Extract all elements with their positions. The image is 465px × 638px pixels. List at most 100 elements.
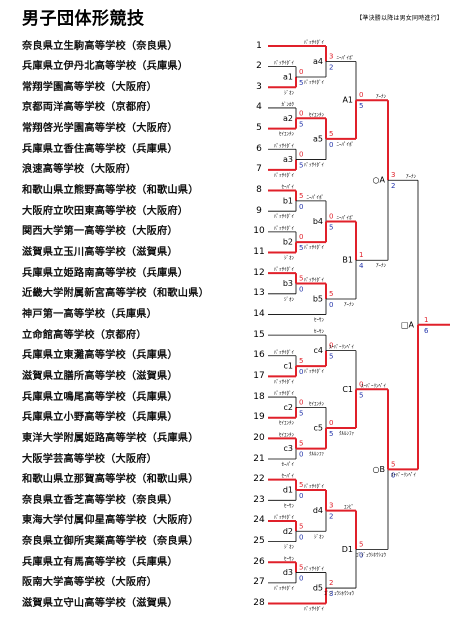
kata-name: ｱｰﾅﾝ [376, 94, 387, 100]
kata-name: ｾｰｻﾝ [314, 317, 325, 323]
score-blue: 0 [359, 551, 363, 559]
team-name: 滋賀県立守山高等学校（滋賀県） [22, 598, 178, 610]
score-blue: 5 [299, 120, 303, 128]
match-label: c1 [284, 362, 294, 371]
kata-name: ｼﾞｵﾝ [284, 296, 295, 303]
team-name: 神戸第一高等学校（兵庫県） [22, 308, 158, 320]
kata-name: ｼﾞｵﾝ [284, 89, 295, 96]
seed-number: 6 [256, 143, 262, 154]
team-name: 東洋大学附属姫路高等学校（兵庫県） [22, 432, 199, 444]
score-blue: 0 [329, 301, 333, 309]
kata-name: ﾊﾟｯｻｲﾀﾞｲ [274, 142, 295, 149]
score-red: 1 [359, 251, 363, 259]
kata-name: ﾊﾟｯｻｲﾀﾞｲ [274, 60, 295, 67]
kata-name: ﾊﾟｯｻｲﾀﾞｲ [274, 266, 295, 273]
team-name: 大阪府立吹田東高等学校（大阪府） [22, 205, 189, 217]
match-label: a5 [313, 134, 323, 143]
kata-name: ﾊﾟｯｻｲﾀﾞｲ [304, 244, 325, 251]
score-red: 0 [359, 380, 363, 388]
match-label: d2 [283, 527, 293, 536]
kata-name: ｾｲｴﾝﾁﾝ [309, 112, 325, 118]
match-label: b1 [283, 196, 293, 205]
kata-name: ｾｰｻﾝ [284, 556, 295, 562]
kata-name: ﾆｰﾊﾟｲﾎﾟ [336, 215, 354, 222]
score-blue: 4 [359, 262, 364, 270]
score-blue: 0 [299, 575, 303, 583]
team-name: 立命館高等学校（京都府） [22, 329, 147, 341]
team-name: 兵庫県立伊丹北高等学校（兵庫県） [22, 61, 189, 73]
score-red: 0 [329, 342, 333, 350]
score-blue: 5 [329, 224, 333, 232]
match-label: □A [401, 320, 415, 329]
kata-name: ｽｰﾊﾟｰﾘﾝﾍﾟｲ [361, 382, 387, 389]
kata-name: ｾｰｻﾝ [284, 503, 295, 509]
score-blue: 0 [391, 471, 395, 479]
match-label: b5 [313, 294, 323, 303]
match-label: a3 [283, 155, 293, 164]
kata-name: ﾊﾟｯｻｲﾀﾞｲ [274, 514, 295, 521]
score-red: 0 [299, 151, 303, 159]
score-red: 5 [299, 564, 303, 572]
kata-name: ﾆｰﾊﾟｲﾎﾟ [306, 194, 324, 201]
score-red: 5 [299, 522, 303, 530]
seed-number: 11 [253, 247, 265, 257]
seed-number: 28 [253, 598, 265, 609]
match-label: d3 [283, 568, 293, 577]
team-name: 阪南大学高等学校（大阪府） [22, 577, 158, 589]
score-red: 3 [329, 52, 333, 60]
team-name: 奈良県立香芝高等学校（奈良県） [22, 494, 178, 506]
kata-name: ﾊﾟｯｻｲﾀﾞｲ [304, 566, 325, 573]
team-name: 奈良県立生駒高等学校（奈良県） [22, 40, 178, 52]
score-blue: 5 [299, 162, 303, 170]
seed-number: 10 [253, 226, 265, 237]
match-label: a4 [313, 57, 323, 66]
kata-name: ｾｲｴﾝﾁﾝ [279, 432, 295, 438]
kata-name: ﾆｰﾊﾟｲﾎﾟ [336, 141, 354, 148]
kata-name: ｸﾙﾙﾝﾌｧ [309, 452, 325, 458]
seed-number: 13 [253, 288, 265, 299]
seed-number: 8 [256, 185, 262, 196]
score-red: 0 [299, 233, 303, 241]
kata-name: ﾊﾟｯｻｲﾀﾞｲ [304, 79, 325, 86]
score-red: 5 [299, 440, 303, 448]
seed-number: 15 [253, 329, 265, 340]
score-red: 3 [391, 171, 395, 179]
score-red: 3 [329, 502, 333, 510]
seed-number: 19 [253, 412, 265, 423]
score-blue: 5 [299, 244, 303, 252]
team-name: 常翔学園高等学校（大阪府） [22, 81, 158, 93]
kata-name: ﾊﾟｯｻｲﾀﾞｲ [274, 172, 295, 179]
team-name: 兵庫県立東灘高等学校（兵庫県） [22, 350, 178, 362]
kata-name: ｺﾞｼﾞｭｳｼﾎｳｼｮｳ [356, 551, 387, 558]
match-label: C1 [342, 385, 353, 394]
score-red: 0 [299, 398, 303, 406]
score-blue: 5 [299, 409, 303, 417]
score-blue: 5 [299, 79, 303, 87]
score-blue: 5 [329, 430, 333, 438]
score-blue: 0 [299, 451, 303, 459]
kata-name: ﾊﾟｯｻｲﾀﾞｲ [304, 162, 325, 169]
kata-name: ｾｲｴﾝﾁﾝ [309, 401, 325, 407]
kata-name: ﾆｰﾊﾟｲﾎﾟ [336, 54, 354, 61]
kata-name: ﾊﾟｯｻｲﾀﾞｲ [304, 368, 325, 375]
score-red: 0 [299, 109, 303, 117]
score-red: 5 [359, 540, 363, 548]
seed-number: 20 [253, 432, 265, 443]
score-red: 0 [359, 91, 363, 99]
seed-number: 27 [253, 577, 265, 588]
team-name: 兵庫県立鳴尾高等学校（兵庫県） [22, 391, 178, 403]
kata-name: ｱｰﾅﾝ [344, 302, 355, 308]
team-name: 東海大学付属仰星高等学校（大阪府） [22, 515, 199, 527]
match-label: c4 [314, 346, 324, 355]
seed-number: 25 [253, 536, 265, 547]
seed-number: 24 [253, 515, 265, 526]
seed-number: 1 [256, 40, 262, 51]
kata-name: ｼﾞｵﾝ [314, 533, 325, 540]
seed-number: 3 [256, 81, 262, 92]
match-label: c3 [284, 444, 294, 453]
kata-name: ﾊﾟｯｻｲﾀﾞｲ [274, 585, 295, 592]
team-name: 滋賀県立膳所高等学校（滋賀県） [22, 370, 178, 382]
team-name: 和歌山県立熊野高等学校（和歌山県） [22, 185, 199, 197]
